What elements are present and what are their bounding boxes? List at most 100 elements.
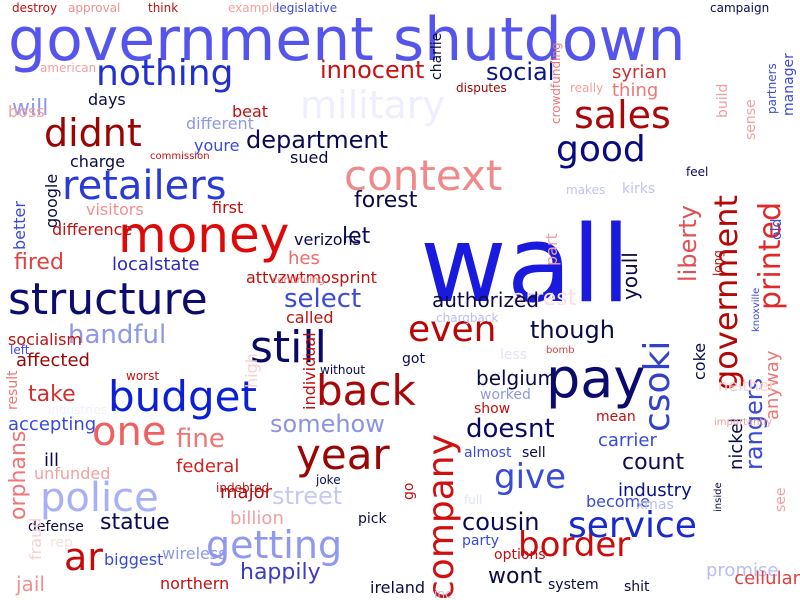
cloud-word: system bbox=[548, 577, 599, 593]
cloud-word: example bbox=[228, 1, 280, 15]
cloud-word: year bbox=[296, 430, 390, 479]
cloud-word: beat bbox=[232, 102, 269, 121]
cloud-word: sell bbox=[522, 445, 546, 461]
cloud-word: less bbox=[500, 347, 528, 363]
cloud-word: ar bbox=[64, 535, 103, 579]
cloud-word: border bbox=[518, 525, 631, 565]
cloud-word: part bbox=[542, 233, 561, 266]
cloud-word: destroy bbox=[12, 1, 58, 15]
cloud-word: long bbox=[711, 250, 725, 276]
cloud-word: fraud bbox=[26, 517, 45, 560]
cloud-word: company bbox=[421, 434, 462, 600]
cloud-word: left bbox=[10, 343, 30, 357]
cloud-word: budget bbox=[108, 372, 257, 421]
cloud-word: one bbox=[92, 409, 167, 455]
cloud-word: somehow bbox=[270, 410, 385, 438]
cloud-word: authorized bbox=[432, 288, 539, 312]
cloud-word: sales bbox=[574, 93, 671, 137]
cloud-word: legislative bbox=[276, 1, 338, 15]
cloud-word: visitors bbox=[86, 200, 144, 219]
cloud-word: days bbox=[88, 90, 126, 109]
cloud-word: commission bbox=[150, 151, 210, 162]
cloud-word: build bbox=[715, 83, 731, 118]
cloud-word: belgium bbox=[476, 366, 557, 390]
cloud-word: see bbox=[773, 487, 789, 512]
cloud-word: xmas bbox=[636, 497, 674, 513]
cloud-word: major bbox=[220, 482, 272, 503]
cloud-word: context bbox=[344, 151, 503, 200]
cloud-word: socialism bbox=[8, 330, 82, 349]
cloud-word: nothing bbox=[96, 53, 234, 94]
cloud-word: wireless bbox=[162, 544, 227, 563]
cloud-word: options bbox=[494, 547, 546, 563]
cloud-word: will bbox=[12, 96, 49, 121]
cloud-word: american bbox=[40, 61, 97, 75]
cloud-word: coke bbox=[690, 342, 709, 380]
cloud-word: thing bbox=[612, 80, 659, 101]
cloud-word: service bbox=[568, 505, 697, 546]
cloud-word: fine bbox=[176, 424, 225, 454]
cloud-word: count bbox=[622, 450, 685, 475]
cloud-word: statue bbox=[100, 510, 170, 535]
cloud-word: industry bbox=[618, 480, 692, 501]
cloud-word: rep bbox=[50, 535, 73, 551]
cloud-word: northern bbox=[160, 574, 230, 593]
cloud-word: promise bbox=[706, 560, 779, 581]
cloud-word: liberty bbox=[674, 205, 702, 282]
cloud-word: go bbox=[401, 482, 417, 500]
cloud-word: better bbox=[10, 201, 29, 250]
cloud-word: csoki bbox=[637, 340, 678, 432]
cloud-word: old bbox=[769, 218, 785, 240]
cloud-word: youre bbox=[194, 136, 240, 155]
cloud-word: defense bbox=[28, 519, 84, 535]
cloud-word: social bbox=[486, 58, 555, 86]
cloud-word: kirks bbox=[622, 181, 656, 197]
cloud-word: happily bbox=[240, 560, 321, 585]
cloud-word: show bbox=[474, 401, 511, 417]
cloud-word: money bbox=[118, 206, 290, 264]
cloud-word: accepting bbox=[8, 414, 97, 435]
cloud-word: carrier bbox=[598, 430, 657, 451]
cloud-word: jail bbox=[16, 572, 45, 596]
cloud-word: called bbox=[286, 308, 334, 327]
cloud-word: military bbox=[300, 83, 445, 127]
cloud-word: syrian bbox=[612, 62, 667, 83]
cloud-word: really bbox=[570, 81, 604, 95]
cloud-word: youll bbox=[618, 252, 642, 300]
cloud-word: ill bbox=[44, 450, 60, 471]
cloud-word: getting bbox=[206, 523, 343, 567]
cloud-word: doesnt bbox=[466, 414, 555, 444]
cloud-word: unfunded bbox=[34, 464, 111, 483]
cloud-word: manager bbox=[781, 53, 797, 116]
cloud-word: wont bbox=[488, 564, 543, 589]
cloud-word: didnt bbox=[44, 111, 142, 155]
cloud-word: indebted bbox=[216, 481, 270, 495]
cloud-word: forest bbox=[354, 188, 418, 213]
cloud-word: give bbox=[494, 457, 567, 497]
cloud-word: billion bbox=[230, 508, 284, 529]
cloud-word: almost bbox=[464, 445, 512, 461]
cloud-word: feel bbox=[686, 165, 709, 179]
cloud-word: continuing bbox=[272, 275, 325, 286]
cloud-word: worst bbox=[126, 369, 160, 383]
cloud-word: even bbox=[408, 309, 497, 350]
cloud-word: fired bbox=[14, 250, 64, 275]
cloud-word: joke bbox=[316, 473, 341, 487]
cloud-word: without bbox=[320, 363, 366, 377]
cloud-word: individual bbox=[300, 332, 319, 410]
cloud-word: charge bbox=[70, 152, 126, 171]
cloud-word: department bbox=[246, 126, 388, 154]
cloud-word: become bbox=[586, 492, 651, 511]
cloud-word: neither bbox=[718, 376, 776, 395]
cloud-word: charlie bbox=[429, 32, 445, 80]
cloud-word: biggest bbox=[104, 550, 164, 569]
cloud-word: pay bbox=[546, 347, 646, 410]
cloud-word: crowdfunding bbox=[549, 42, 563, 124]
cloud-word: take bbox=[28, 382, 76, 407]
cloud-word: let bbox=[342, 224, 371, 249]
cloud-word: cellular bbox=[734, 568, 800, 589]
cloud-word: still bbox=[250, 322, 327, 373]
cloud-word: street bbox=[272, 482, 343, 510]
cloud-word: boss bbox=[8, 102, 45, 121]
